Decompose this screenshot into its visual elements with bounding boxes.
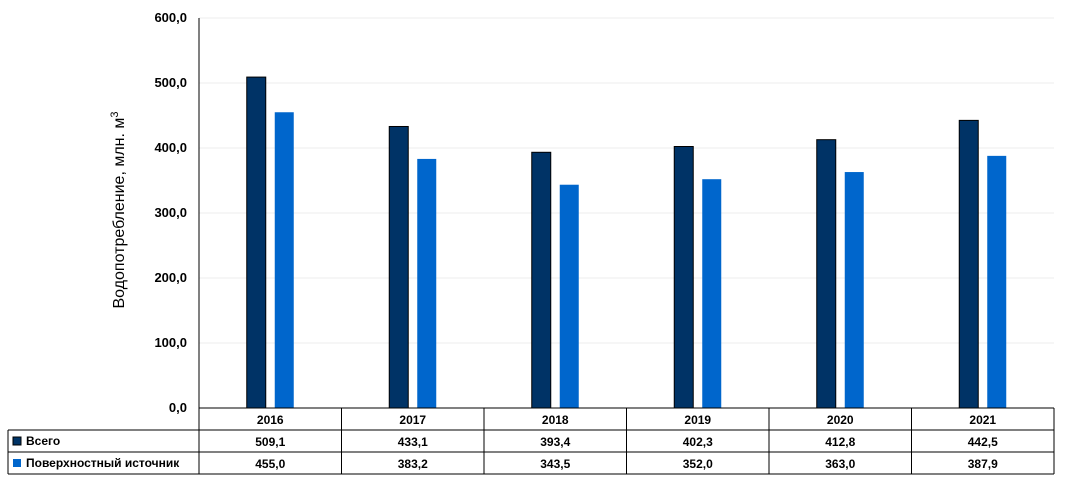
bar-surface-2017 xyxy=(417,158,437,408)
y-tick-label: 600,0 xyxy=(154,10,187,25)
legend-swatch xyxy=(12,436,22,446)
y-tick-label: 300,0 xyxy=(154,205,187,220)
bar-surface-2019 xyxy=(702,179,722,408)
legend-swatch xyxy=(13,459,21,467)
y-axis-label: Водопотребление, млн. м3 xyxy=(109,111,128,308)
bar-total-2016 xyxy=(246,76,267,409)
x-tick-label: 2018 xyxy=(542,413,569,427)
bar-total-2019 xyxy=(673,146,694,409)
bar-surface-2020 xyxy=(844,172,864,408)
data-label: 509,1 xyxy=(255,435,285,449)
x-tick-label: 2020 xyxy=(827,413,854,427)
data-label: 387,9 xyxy=(968,457,998,471)
x-tick-label: 2021 xyxy=(969,413,996,427)
y-tick-label: 400,0 xyxy=(154,140,187,155)
bar-surface-2021 xyxy=(987,155,1007,408)
y-tick-label: 200,0 xyxy=(154,270,187,285)
data-label: 442,5 xyxy=(968,435,998,449)
bar-total-2021 xyxy=(958,119,979,409)
data-label: 455,0 xyxy=(255,457,285,471)
data-label: 383,2 xyxy=(398,457,428,471)
x-tick-label: 2017 xyxy=(399,413,426,427)
legend-label: Всего xyxy=(26,434,60,448)
data-label: 412,8 xyxy=(825,435,855,449)
data-label: 343,5 xyxy=(540,457,570,471)
bar-total-2018 xyxy=(531,151,552,409)
bar-surface-2016 xyxy=(274,112,294,408)
y-tick-label: 0,0 xyxy=(169,400,187,415)
x-tick-label: 2016 xyxy=(257,413,284,427)
legend-label: Поверхностный источник xyxy=(26,456,180,470)
bar-surface-2018 xyxy=(559,184,579,408)
bar-total-2020 xyxy=(816,139,837,409)
data-label: 363,0 xyxy=(825,457,855,471)
data-label: 352,0 xyxy=(683,457,713,471)
y-tick-label: 500,0 xyxy=(154,75,187,90)
data-label: 393,4 xyxy=(540,435,570,449)
data-label: 433,1 xyxy=(398,435,428,449)
data-label: 402,3 xyxy=(683,435,713,449)
x-tick-label: 2019 xyxy=(684,413,711,427)
y-tick-label: 100,0 xyxy=(154,335,187,350)
bar-total-2017 xyxy=(388,125,409,409)
